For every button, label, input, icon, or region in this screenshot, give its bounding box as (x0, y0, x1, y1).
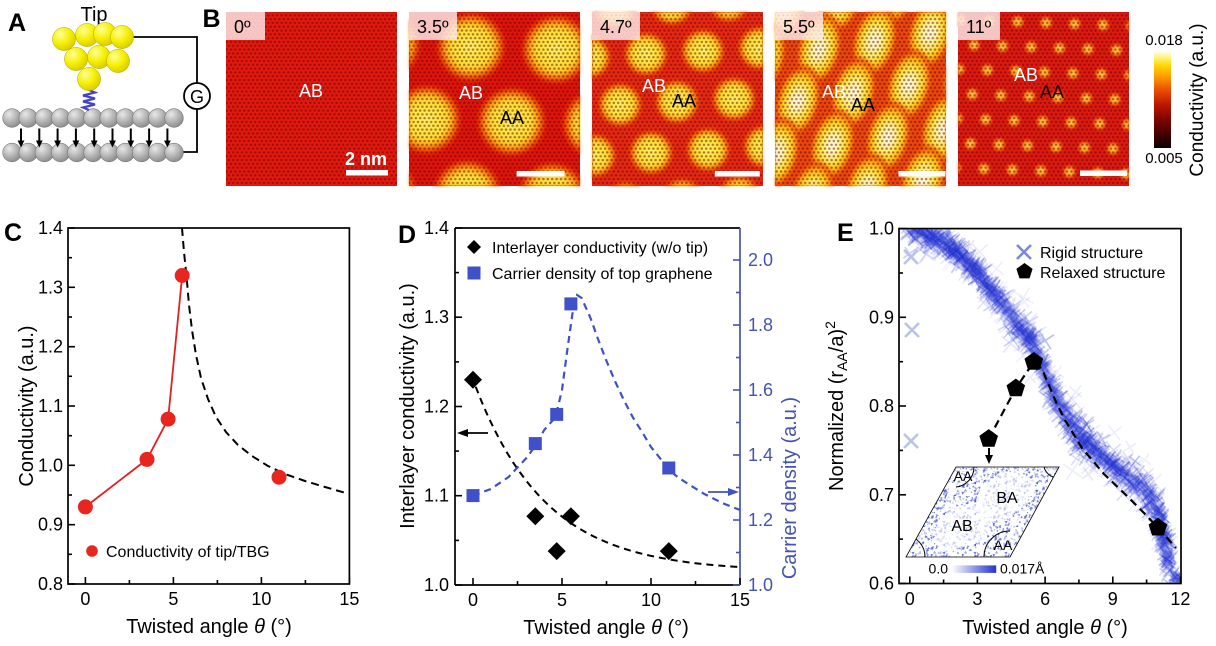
svg-text:AA: AA (500, 108, 524, 128)
svg-text:5.5º: 5.5º (783, 17, 815, 37)
svg-text:15: 15 (730, 590, 750, 610)
svg-text:E: E (837, 219, 854, 247)
svg-text:3: 3 (972, 589, 982, 609)
svg-text:0.7: 0.7 (869, 485, 894, 505)
svg-text:1.4: 1.4 (38, 218, 63, 238)
svg-text:6: 6 (1040, 589, 1050, 609)
svg-text:5: 5 (557, 590, 567, 610)
svg-text:AA: AA (994, 537, 1013, 553)
svg-text:1.1: 1.1 (38, 396, 63, 416)
svg-text:Twisted angle θ (°): Twisted angle θ (°) (962, 617, 1128, 639)
svg-text:2.0: 2.0 (748, 250, 773, 270)
svg-text:1.3: 1.3 (424, 307, 449, 327)
svg-text:AA: AA (1040, 82, 1064, 102)
svg-text:1.0: 1.0 (748, 575, 773, 595)
svg-text:Tip: Tip (80, 4, 107, 26)
svg-text:A: A (8, 9, 26, 37)
svg-text:0º: 0º (234, 17, 251, 37)
svg-text:AB: AB (299, 81, 323, 101)
svg-text:0.017Å: 0.017Å (1000, 561, 1045, 577)
svg-text:0.018: 0.018 (1145, 32, 1183, 49)
svg-text:Relaxed structure: Relaxed structure (1040, 265, 1165, 282)
svg-text:Interlayer conductivity (w/o t: Interlayer conductivity (w/o tip) (492, 240, 708, 257)
svg-text:4.7º: 4.7º (600, 17, 632, 37)
svg-text:1.3: 1.3 (38, 277, 63, 297)
svg-text:3.5º: 3.5º (417, 17, 449, 37)
svg-text:11º: 11º (966, 17, 992, 37)
svg-text:0: 0 (905, 589, 915, 609)
svg-text:G: G (190, 87, 204, 107)
svg-text:AB: AB (642, 76, 666, 96)
svg-text:1.0: 1.0 (424, 575, 449, 595)
svg-text:Interlayer conductivity (a.u.): Interlayer conductivity (a.u.) (397, 283, 419, 529)
svg-text:AA: AA (954, 468, 973, 484)
svg-text:0: 0 (80, 589, 90, 609)
svg-text:AB: AB (822, 82, 846, 102)
svg-text:1.2: 1.2 (748, 510, 773, 530)
svg-text:Carrier density of top graphen: Carrier density of top graphene (492, 266, 713, 283)
svg-text:1.4: 1.4 (424, 218, 449, 238)
svg-text:0.9: 0.9 (38, 515, 63, 535)
svg-text:BA: BA (996, 490, 1018, 507)
svg-text:Carrier density (a.u.): Carrier density (a.u.) (779, 397, 801, 579)
svg-text:0.005: 0.005 (1145, 150, 1183, 167)
svg-text:1.6: 1.6 (748, 380, 773, 400)
svg-text:AB: AB (459, 83, 483, 103)
svg-text:Twisted angle θ (°): Twisted angle θ (°) (126, 616, 292, 638)
svg-text:1.2: 1.2 (38, 337, 63, 357)
svg-text:10: 10 (251, 589, 271, 609)
svg-text:Rigid structure: Rigid structure (1040, 245, 1143, 262)
svg-text:D: D (398, 221, 416, 249)
svg-text:0.0: 0.0 (929, 561, 949, 577)
svg-text:0.6: 0.6 (869, 574, 894, 594)
svg-text:0.9: 0.9 (869, 307, 894, 327)
svg-text:1.2: 1.2 (424, 397, 449, 417)
svg-text:B: B (203, 5, 221, 33)
svg-text:12: 12 (1170, 589, 1190, 609)
svg-text:10: 10 (641, 590, 661, 610)
svg-text:Conductivity (a.u.): Conductivity (a.u.) (1187, 23, 1208, 176)
svg-text:2 nm: 2 nm (345, 149, 387, 169)
svg-text:Twisted angle θ (°): Twisted angle θ (°) (523, 617, 689, 639)
svg-text:9: 9 (1108, 589, 1118, 609)
svg-text:AB: AB (951, 518, 972, 535)
svg-text:1.8: 1.8 (748, 315, 773, 335)
svg-text:AA: AA (672, 91, 696, 111)
svg-text:1.4: 1.4 (748, 445, 773, 465)
svg-text:1.1: 1.1 (424, 486, 449, 506)
svg-text:Conductivity of tip/TBG: Conductivity of tip/TBG (106, 544, 270, 561)
svg-text:Conductivity (a.u.): Conductivity (a.u.) (16, 325, 38, 486)
svg-text:0.8: 0.8 (869, 396, 894, 416)
svg-text:5: 5 (168, 589, 178, 609)
svg-text:0.8: 0.8 (38, 574, 63, 594)
svg-text:Normalized (rAA/a)2: Normalized (rAA/a)2 (822, 321, 850, 491)
svg-text:AA: AA (851, 95, 875, 115)
svg-text:15: 15 (339, 589, 359, 609)
svg-text:0: 0 (468, 590, 478, 610)
svg-text:1.0: 1.0 (869, 219, 894, 239)
svg-text:AB: AB (1014, 65, 1038, 85)
svg-text:C: C (4, 219, 22, 247)
svg-text:1.0: 1.0 (38, 455, 63, 475)
